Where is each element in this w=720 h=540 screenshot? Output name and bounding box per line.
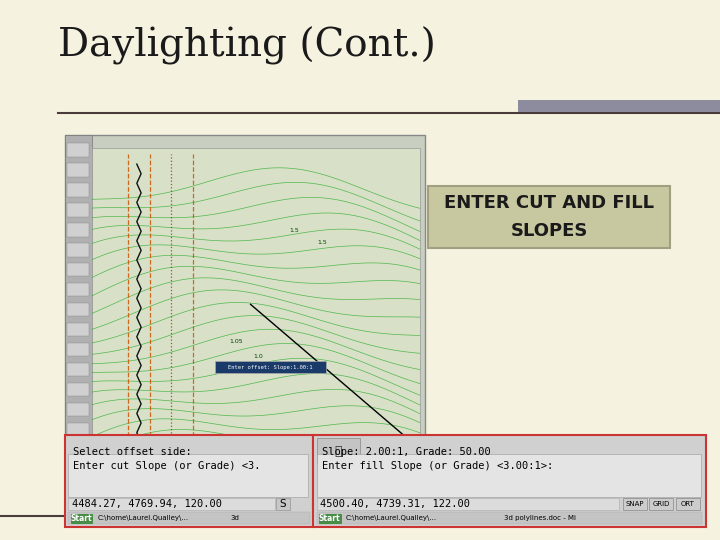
Bar (215, 361, 326, 373)
Bar (67, 243, 89, 256)
Text: 3d: 3d (230, 515, 239, 522)
Text: ENTER CUT AND FILL
SLOPES: ENTER CUT AND FILL SLOPES (444, 194, 654, 240)
Text: 15: 15 (681, 515, 698, 529)
Bar (68, 498, 275, 510)
Bar (67, 323, 89, 336)
Bar (67, 163, 89, 177)
Bar (68, 512, 310, 524)
Text: Enter cut Slope (or Grade) <3.: Enter cut Slope (or Grade) <3. (73, 461, 261, 471)
Text: C:\home\Laurel.Qualley\...: C:\home\Laurel.Qualley\... (346, 515, 437, 522)
Text: Slope: 2.00:1, Grade: 50.00: Slope: 2.00:1, Grade: 50.00 (322, 447, 490, 457)
Text: 4500.40, 4739.31, 122.00: 4500.40, 4739.31, 122.00 (320, 500, 470, 509)
Bar (67, 183, 89, 197)
Bar (428, 186, 670, 248)
Text: GRID: GRID (652, 501, 670, 508)
Bar (67, 403, 89, 416)
Text: SNAP: SNAP (626, 501, 644, 508)
Bar (67, 203, 89, 217)
Text: Daylighting (Cont.): Daylighting (Cont.) (58, 26, 436, 65)
Bar (92, 148, 420, 448)
Bar (518, 100, 720, 112)
Bar (65, 135, 425, 470)
Text: Select offset side:: Select offset side: (73, 447, 192, 457)
Bar (67, 223, 89, 237)
Text: 3d polylines.doc - Mi: 3d polylines.doc - Mi (504, 515, 576, 522)
Text: ORT: ORT (681, 501, 695, 508)
Bar (317, 438, 360, 464)
Bar (67, 283, 89, 296)
Bar (317, 454, 701, 497)
Bar (649, 498, 673, 510)
Bar (67, 423, 89, 436)
Bar (67, 303, 89, 316)
Text: 1.05: 1.05 (230, 339, 243, 345)
Text: 1.5: 1.5 (289, 228, 299, 233)
Bar (67, 263, 89, 276)
Bar (67, 443, 89, 456)
Bar (276, 498, 290, 510)
Text: Enter offset: Slope:1.00:1: Enter offset: Slope:1.00:1 (228, 365, 312, 370)
Text: 1.0: 1.0 (253, 354, 263, 359)
Bar (67, 363, 89, 376)
Bar (71, 514, 92, 523)
Text: Start: Start (71, 514, 92, 523)
Bar (67, 143, 89, 157)
Bar (623, 498, 647, 510)
Bar (317, 498, 619, 510)
Text: 1.5: 1.5 (318, 240, 328, 245)
Bar (65, 435, 313, 526)
Bar (65, 135, 92, 470)
Bar (68, 454, 308, 497)
Text: Start: Start (319, 514, 341, 523)
Text: 📄: 📄 (335, 445, 342, 458)
Bar (67, 383, 89, 396)
Bar (317, 512, 702, 524)
Bar (313, 435, 706, 526)
Text: S: S (279, 500, 287, 509)
Text: C:\home\Laurel.Qualley\...: C:\home\Laurel.Qualley\... (97, 515, 189, 522)
Bar (676, 498, 700, 510)
Text: 4484.27, 4769.94, 120.00: 4484.27, 4769.94, 120.00 (72, 500, 222, 509)
Text: Enter fill Slope (or Grade) <3.00:1>:: Enter fill Slope (or Grade) <3.00:1>: (322, 461, 553, 471)
Bar (319, 514, 341, 523)
Bar (67, 343, 89, 356)
